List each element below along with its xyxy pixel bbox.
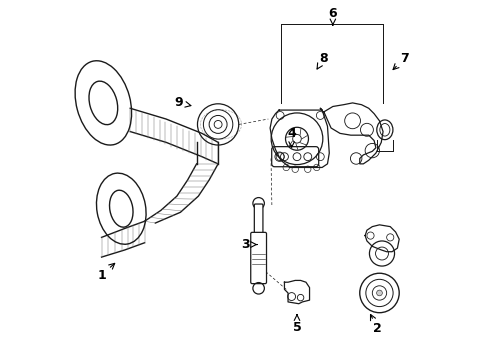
- Text: 8: 8: [319, 51, 328, 64]
- FancyBboxPatch shape: [254, 204, 263, 237]
- FancyBboxPatch shape: [251, 232, 267, 284]
- Text: 6: 6: [329, 7, 337, 20]
- Circle shape: [377, 290, 382, 296]
- Text: 9: 9: [174, 96, 183, 109]
- Text: 5: 5: [293, 320, 301, 333]
- Text: 4: 4: [287, 127, 296, 140]
- Text: 1: 1: [97, 269, 106, 282]
- Ellipse shape: [110, 190, 133, 227]
- Text: 2: 2: [373, 322, 382, 335]
- Text: 3: 3: [241, 238, 249, 251]
- Text: 7: 7: [400, 51, 409, 64]
- Ellipse shape: [89, 81, 118, 125]
